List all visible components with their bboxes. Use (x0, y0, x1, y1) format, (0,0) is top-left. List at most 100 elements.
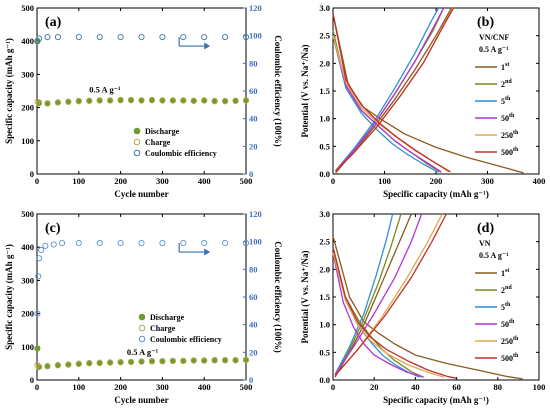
legend-cycle-number: 50 (501, 114, 509, 123)
arrow-head (204, 42, 211, 50)
legend-label: 50th (501, 319, 515, 329)
legend-marker (133, 149, 141, 157)
y-tick-label: 3.0 (319, 209, 330, 219)
chart-panel-d: 0 20 40 60 80 100 0.0 0.5 1.0 1.5 2.0 2.5 3.0 Specifi… (300, 209, 545, 405)
data-point (65, 361, 72, 368)
x-tick-label: 40 (411, 382, 420, 392)
data-point (59, 239, 66, 247)
legend-label: Charge (150, 324, 176, 333)
x-axis-title: Cycle number (114, 395, 168, 405)
legend-cycle-suffix: st (505, 268, 509, 274)
y2-tick-label: 80 (249, 264, 258, 274)
discharge-curve (332, 235, 523, 380)
legend-cycle-suffix: th (513, 336, 519, 342)
y-tick-label: 1.0 (319, 320, 330, 330)
legend-label: 250th (501, 130, 519, 140)
y-tick-label: 400 (21, 242, 34, 252)
data-point (138, 34, 145, 41)
series-charge (34, 97, 250, 107)
legend-cycle-suffix: th (505, 302, 511, 308)
discharge-curve (332, 13, 451, 173)
data-point (50, 241, 57, 248)
x-tick-label: 20 (370, 382, 379, 392)
data-point (169, 358, 176, 365)
data-point (65, 98, 72, 106)
charge-curve (334, 213, 394, 375)
x-tick-label: 0 (35, 176, 39, 186)
series-charge (34, 357, 250, 371)
legend-cycle-suffix: th (509, 113, 515, 119)
data-point (180, 34, 187, 41)
x-tick-label: 300 (156, 176, 169, 186)
chart-panel-c: 0 100 200 300 400 500010020030040050002040608… (4, 209, 283, 405)
legend-header-material: VN (479, 239, 491, 248)
y-tick-label: 0.5 (319, 347, 330, 357)
data-point (96, 360, 103, 367)
y-tick-label: 0.5 (319, 141, 330, 151)
y-tick-label: 0 (30, 375, 34, 385)
legend-label: 5th (501, 96, 511, 106)
data-point (54, 362, 61, 369)
y-tick-label: 2.5 (319, 31, 330, 41)
data-point (138, 358, 145, 365)
data-point (201, 34, 208, 41)
discharge-curve (332, 252, 424, 378)
legend-label: 2nd (501, 79, 512, 89)
y2-tick-label: 40 (249, 114, 258, 124)
legend-cycle-suffix: th (513, 353, 519, 359)
data-point (127, 359, 135, 366)
data-point (36, 100, 43, 107)
x-tick-label: 200 (114, 176, 127, 186)
data-point (232, 357, 239, 364)
y2-axis-title: Coulombic efficiency (100%) (273, 241, 283, 352)
y-tick-label: 2.0 (319, 58, 330, 68)
data-point (107, 97, 114, 104)
charge-curve (334, 213, 447, 377)
data-point (34, 345, 41, 352)
legend: Discharge Charge Coulombic efficiency (138, 313, 222, 344)
data-point (148, 358, 155, 365)
legend-cycle-suffix: th (513, 147, 519, 153)
legend-label: Coulombic efficiency (145, 149, 217, 158)
legend-cycle-number: 2 (501, 80, 505, 89)
y-tick-label: 2.5 (319, 237, 330, 247)
y2-tick-label: 40 (249, 320, 258, 330)
y-tick-label: 300 (21, 275, 34, 285)
data-point (36, 255, 43, 262)
panel-label: (d) (477, 221, 494, 236)
series-cycle-5 (332, 7, 440, 173)
legend-marker (133, 138, 141, 146)
x-axis-title: Cycle number (114, 189, 168, 199)
data-point (201, 357, 208, 364)
data-point (86, 360, 93, 367)
legend-label: 5th (501, 302, 511, 312)
legend-marker (133, 127, 141, 135)
data-point (242, 357, 250, 364)
arrow-head (204, 248, 211, 256)
series-coulombic-efficiency (34, 34, 250, 45)
y-tick-label: 0.0 (319, 375, 330, 385)
legend: Discharge Charge Coulombic efficiency (133, 127, 217, 158)
data-point (42, 242, 49, 249)
y2-tick-label: 20 (249, 347, 258, 357)
y2-tick-label: 20 (249, 141, 258, 151)
legend-label: 250th (501, 336, 519, 346)
x-tick-label: 400 (533, 176, 546, 186)
data-point (54, 34, 61, 41)
x-tick-label: 0 (35, 382, 39, 392)
y2-tick-label: 0 (249, 169, 253, 179)
data-point (86, 97, 93, 105)
x-tick-label: 300 (156, 382, 169, 392)
discharge-curve (332, 247, 457, 379)
legend-cycle-number: 5 (501, 303, 505, 312)
x-tick-label: 500 (240, 382, 253, 392)
series-cycle-50 (332, 7, 445, 173)
x-tick-label: 0 (331, 382, 335, 392)
data-point (222, 239, 229, 247)
y-tick-label: 500 (21, 209, 34, 219)
data-point (201, 239, 208, 247)
charge-curve (335, 7, 440, 172)
data-point (242, 34, 250, 41)
